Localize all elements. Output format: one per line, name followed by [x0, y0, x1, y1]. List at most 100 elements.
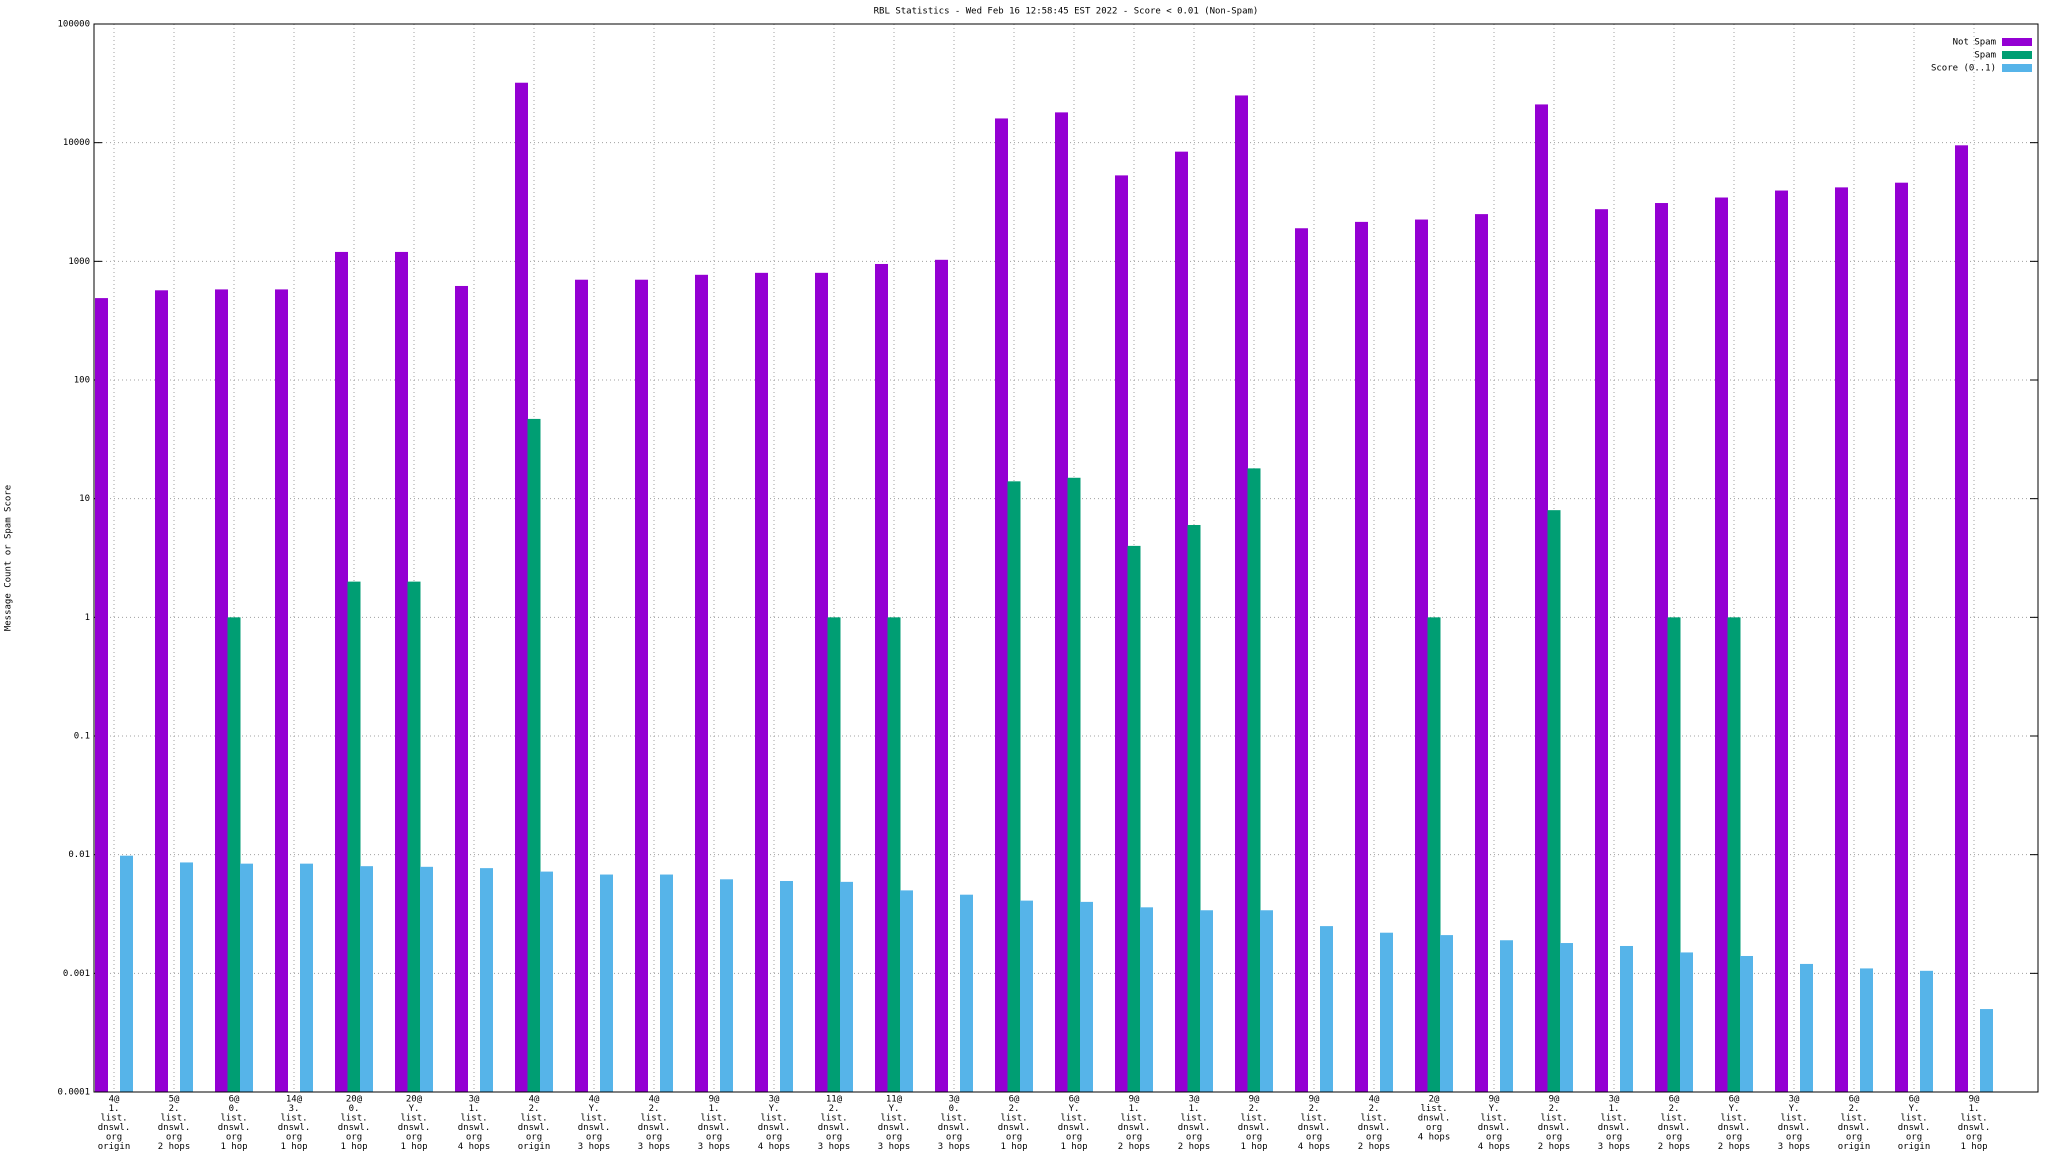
- x-tick-label: org: [1006, 1133, 1022, 1143]
- x-tick-label: org: [1606, 1133, 1622, 1143]
- x-tick-label: list.: [1660, 1114, 1687, 1124]
- x-tick-label: 2.: [1549, 1104, 1560, 1114]
- x-tick-label: org: [466, 1133, 482, 1143]
- x-tick-label: Y.: [589, 1104, 600, 1114]
- x-tick-label: org: [1186, 1133, 1202, 1143]
- x-tick-label: 20@: [346, 1095, 363, 1105]
- x-tick-label: org: [286, 1133, 302, 1143]
- x-tick-label: 6@: [229, 1095, 240, 1105]
- x-tick-label: list.: [1780, 1114, 1807, 1124]
- x-tick-label: 3 hops: [878, 1142, 911, 1152]
- x-tick-label: list.: [1180, 1114, 1207, 1124]
- bar: [1380, 932, 1393, 1092]
- x-tick-label: org: [1726, 1133, 1742, 1143]
- bar: [420, 866, 433, 1092]
- x-tick-label: 6@: [1849, 1095, 1860, 1105]
- x-tick-label: dnswl.: [1238, 1123, 1271, 1133]
- x-tick-label: 2.: [169, 1104, 180, 1114]
- bar: [720, 879, 733, 1092]
- x-tick-label: org: [946, 1133, 962, 1143]
- x-tick-label: list.: [1840, 1114, 1867, 1124]
- x-tick-label: 3 hops: [698, 1142, 731, 1152]
- x-tick-label: 6@: [1909, 1095, 1920, 1105]
- x-tick-label: 6@: [1729, 1095, 1740, 1105]
- bar: [480, 868, 493, 1092]
- x-tick-label: Y.: [1069, 1104, 1080, 1114]
- x-tick-label: list.: [1540, 1114, 1567, 1124]
- x-tick-label: 9@: [1969, 1095, 1980, 1105]
- x-tick-label: dnswl.: [758, 1123, 791, 1133]
- x-tick-label: org: [1126, 1133, 1142, 1143]
- bar: [1800, 963, 1813, 1092]
- bar: [1860, 968, 1873, 1092]
- x-tick-label: list.: [340, 1114, 367, 1124]
- x-tick-label: 1 hop: [1060, 1142, 1087, 1152]
- x-tick-label: 2.: [1309, 1104, 1320, 1114]
- x-tick-label: dnswl.: [638, 1123, 671, 1133]
- x-tick-label: Y.: [889, 1104, 900, 1114]
- x-tick-label: 1.: [709, 1104, 720, 1114]
- x-tick-label: list.: [820, 1114, 847, 1124]
- x-tick-label: 1 hop: [1000, 1142, 1027, 1152]
- x-tick-label: Y.: [1489, 1104, 1500, 1114]
- x-tick-label: 3 hops: [938, 1142, 971, 1152]
- bar: [840, 881, 853, 1092]
- x-tick-label: 5@: [169, 1095, 180, 1105]
- x-tick-label: list.: [1120, 1114, 1147, 1124]
- x-tick-label: origin: [1898, 1142, 1931, 1152]
- x-tick-label: dnswl.: [578, 1123, 611, 1133]
- bar: [875, 263, 888, 1092]
- bar: [240, 863, 253, 1092]
- bar: [695, 274, 708, 1092]
- x-tick-label: 1 hop: [400, 1142, 427, 1152]
- x-tick-label: dnswl.: [1658, 1123, 1691, 1133]
- x-tick-label: 3.: [289, 1104, 300, 1114]
- bar: [887, 617, 901, 1092]
- x-tick-label: dnswl.: [218, 1123, 251, 1133]
- bar: [1727, 617, 1741, 1092]
- x-tick-label: 2 hops: [1658, 1142, 1691, 1152]
- x-tick-label: 9@: [1129, 1095, 1140, 1105]
- x-tick-label: 11@: [886, 1095, 903, 1105]
- bar: [935, 259, 948, 1092]
- x-tick-label: 6@: [1069, 1095, 1080, 1105]
- bar: [780, 880, 793, 1092]
- bar: [1740, 955, 1753, 1092]
- bar: [1007, 481, 1021, 1092]
- x-tick-label: dnswl.: [1418, 1114, 1451, 1124]
- bar: [515, 82, 528, 1092]
- x-tick-label: 1.: [1969, 1104, 1980, 1114]
- x-tick-label: list.: [220, 1114, 247, 1124]
- x-tick-label: 3@: [469, 1095, 480, 1105]
- x-tick-label: 2.: [1849, 1104, 1860, 1114]
- bar: [120, 855, 133, 1092]
- bar: [1080, 901, 1093, 1092]
- x-tick-label: dnswl.: [1958, 1123, 1991, 1133]
- bar: [1620, 945, 1633, 1092]
- x-tick-label: 9@: [1309, 1095, 1320, 1105]
- legend-label: Not Spam: [1953, 38, 1996, 48]
- x-tick-label: org: [1426, 1123, 1442, 1133]
- x-tick-label: list.: [520, 1114, 547, 1124]
- bar: [407, 581, 421, 1092]
- bar: [1295, 228, 1308, 1092]
- x-tick-label: list.: [1480, 1114, 1507, 1124]
- x-tick-label: Y.: [409, 1104, 420, 1114]
- y-tick-label: 0.01: [68, 850, 90, 860]
- bar: [755, 272, 768, 1092]
- x-tick-label: list.: [700, 1114, 727, 1124]
- x-tick-label: list.: [940, 1114, 967, 1124]
- x-tick-label: list.: [880, 1114, 907, 1124]
- x-tick-label: list.: [760, 1114, 787, 1124]
- x-tick-label: dnswl.: [518, 1123, 551, 1133]
- bar: [1655, 203, 1668, 1092]
- bar: [1715, 197, 1728, 1092]
- bar: [180, 862, 193, 1092]
- x-tick-label: dnswl.: [1298, 1123, 1331, 1133]
- x-tick-label: dnswl.: [698, 1123, 731, 1133]
- y-tick-label: 10000: [63, 138, 90, 148]
- x-tick-label: origin: [518, 1142, 551, 1152]
- bar: [347, 581, 361, 1092]
- x-tick-label: list.: [1420, 1104, 1447, 1114]
